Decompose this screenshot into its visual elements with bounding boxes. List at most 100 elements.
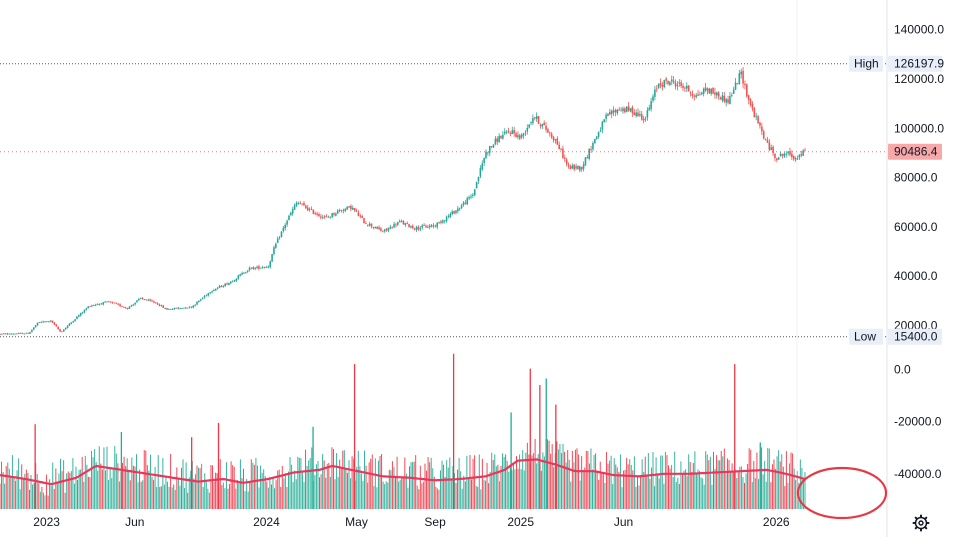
candle-body (376, 227, 378, 229)
candle-body (667, 80, 669, 84)
time-axis[interactable]: 2023 Jun 2024 May Sep 2025 Jun 2026 (33, 515, 790, 529)
candle-body (731, 95, 733, 96)
candle-body (389, 226, 392, 229)
price-axis[interactable]: 140000.0 120000.0 100000.0 80000.0 60000.0 40… (894, 23, 944, 333)
candle-body (53, 322, 56, 325)
candle-body (462, 202, 465, 206)
last-price-tag-value-bg (888, 143, 942, 160)
candle-body (46, 321, 48, 322)
candle-body (468, 197, 470, 199)
candle-body (166, 308, 168, 310)
candle-body (785, 153, 788, 155)
candle-body (117, 303, 120, 305)
candle-body (415, 226, 418, 231)
candle-body (710, 88, 712, 94)
candle-body (652, 96, 654, 101)
candle-body (318, 214, 320, 217)
candle-body (761, 126, 763, 132)
candle-body (428, 225, 431, 228)
low-tag-value-bg (888, 328, 942, 345)
candle-body (179, 308, 181, 309)
candle-body (776, 158, 778, 161)
candle-body (173, 307, 176, 310)
candle-body (498, 135, 500, 143)
candle-body (196, 301, 198, 305)
candle-body (258, 266, 260, 269)
candle-body (346, 206, 348, 210)
candle-body (487, 152, 489, 154)
candle-body (475, 182, 478, 189)
candle-body (676, 85, 679, 87)
candle-body (635, 112, 637, 117)
candle-body (8, 333, 11, 335)
candle-body (533, 117, 536, 119)
candle-body (584, 157, 587, 166)
candle-body (263, 267, 266, 268)
candle-body (537, 116, 540, 124)
candle-body (567, 164, 570, 167)
candle-body (79, 312, 82, 316)
candle-body (451, 211, 454, 215)
high-tag-label-bg (849, 55, 883, 72)
candle-body (370, 223, 373, 227)
candle-body (139, 297, 142, 299)
high-tag-value: 126197.9 (894, 57, 944, 71)
candle-body (25, 332, 28, 334)
candle-body (539, 124, 542, 126)
candle-body (368, 223, 371, 226)
candle-body (453, 211, 455, 214)
candle-body (186, 307, 189, 309)
candle-body (233, 280, 236, 282)
volume-axis[interactable]: 0.0 -20000.0 -40000.0 (894, 362, 942, 480)
candle-body (654, 89, 656, 97)
candle-body (290, 212, 292, 215)
candle-body (588, 148, 591, 159)
candle-body (237, 275, 240, 279)
candle-body (119, 304, 121, 307)
candle-body (719, 97, 722, 100)
candle-body (736, 83, 739, 85)
candle-body (145, 299, 148, 301)
candle-body (406, 222, 408, 224)
candle-body (436, 222, 439, 227)
candle-body (209, 292, 211, 294)
candle-body (250, 267, 253, 269)
candle-body (303, 202, 305, 206)
candle-body (526, 128, 529, 132)
candle-body (618, 109, 621, 111)
candle-body (128, 306, 131, 309)
candle-body (800, 154, 803, 156)
candle-body (380, 228, 382, 231)
candle-body (571, 165, 574, 169)
candle-body (507, 130, 510, 133)
settings-gear-icon[interactable] (912, 514, 930, 532)
candle-body (577, 165, 579, 170)
candle-body (740, 71, 743, 75)
candle-body (691, 93, 694, 96)
candle-body (564, 157, 566, 159)
candle-body (558, 144, 560, 150)
candle-body (226, 283, 228, 285)
candle-body (113, 302, 116, 304)
candle-body (528, 124, 530, 128)
candle-body (55, 324, 58, 327)
candle-body (550, 133, 553, 138)
candle-body (286, 220, 288, 225)
candle-body (565, 159, 568, 165)
candle-body (218, 286, 221, 288)
candle-body (687, 85, 690, 92)
candle-body (670, 79, 673, 82)
candle-body (121, 305, 123, 307)
candle-body (751, 103, 754, 109)
candle-body (310, 208, 313, 210)
candle-body (378, 227, 380, 230)
candle-body (138, 298, 140, 301)
candle-body (355, 210, 358, 212)
candle-body (479, 168, 482, 177)
candle-body (261, 267, 264, 269)
candle-body (181, 308, 183, 310)
low-tag-label: Low (854, 330, 876, 344)
candle-body (749, 99, 752, 105)
